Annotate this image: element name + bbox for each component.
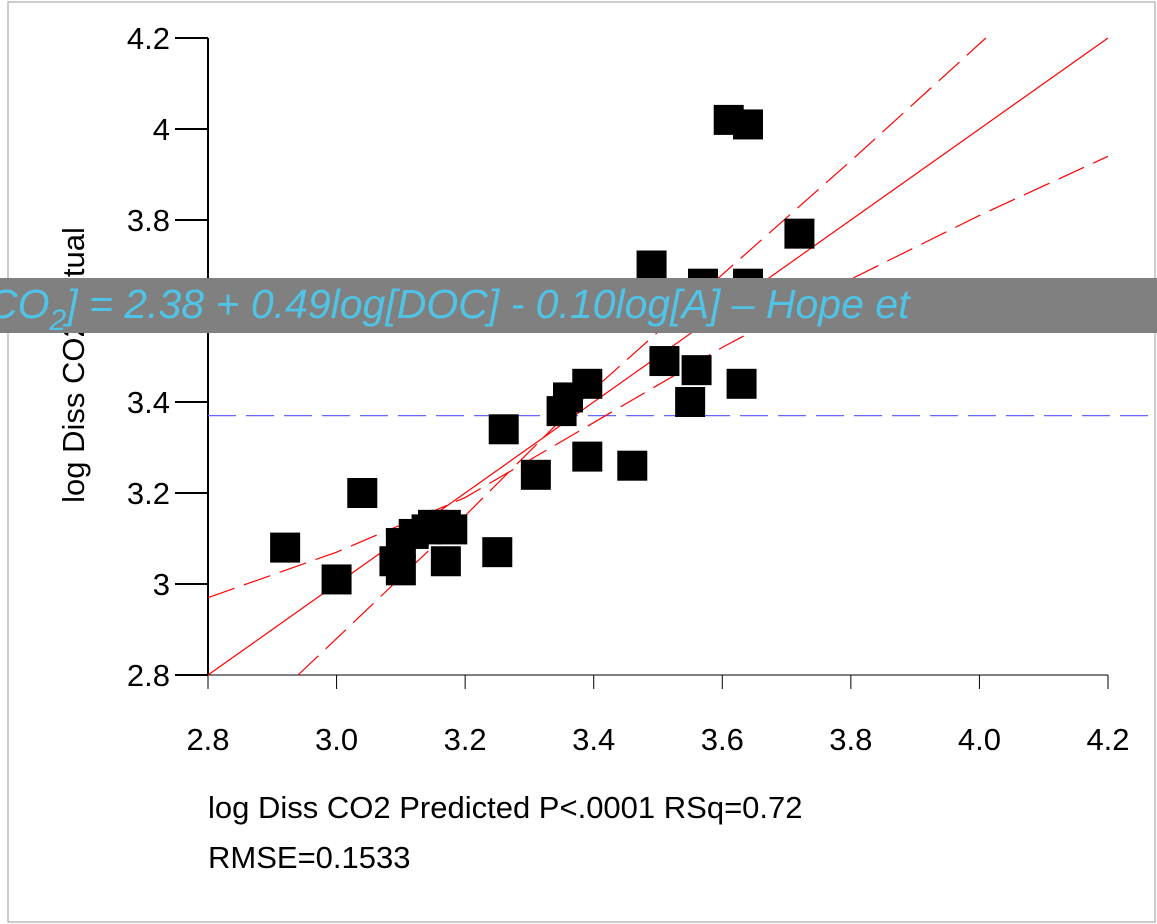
point	[270, 532, 301, 563]
point	[385, 555, 416, 586]
point	[437, 514, 468, 545]
banner-text-part: ] = 2.38 + 0.49log[DOC] - 0.10log[A] – H…	[62, 281, 911, 327]
x-axis-title: log Diss CO2 Predicted P<.0001 RSq=0.72	[208, 790, 803, 825]
x-tick-label: 3.4	[572, 722, 615, 757]
x-tick-label: 4.2	[1086, 722, 1129, 757]
confidence-curve	[207, 155, 1109, 599]
point	[675, 387, 706, 417]
x-tick-label: 3.2	[444, 722, 487, 757]
y-tick-label: 3.4	[127, 385, 170, 420]
point	[321, 564, 352, 595]
plot: 2.833.23.43.63.844.22.83.03.23.43.63.84.…	[127, 21, 1157, 757]
point	[726, 368, 757, 399]
point	[784, 218, 815, 249]
point	[430, 546, 461, 577]
point	[636, 250, 667, 281]
banner	[0, 278, 1157, 333]
point	[733, 109, 763, 140]
point	[572, 441, 603, 472]
point	[520, 459, 551, 490]
x-tick-label: 4.0	[958, 722, 1001, 757]
banner-text: CO2] = 2.38 + 0.49log[DOC] - 0.10log[A] …	[0, 281, 911, 337]
x-axis-subtitle: RMSE=0.1533	[208, 840, 410, 875]
point	[681, 355, 712, 386]
y-tick-label: 3	[153, 567, 170, 602]
point	[649, 346, 680, 377]
point	[572, 368, 603, 399]
y-tick-label: 4	[153, 112, 170, 147]
banner-subscript: 2	[49, 304, 67, 337]
banner-text-part: CO	[0, 281, 50, 327]
point	[617, 450, 648, 481]
x-tick-label: 3.8	[829, 722, 872, 757]
y-tick-label: 4.2	[127, 21, 170, 56]
point	[482, 537, 513, 568]
x-tick-label: 3.6	[701, 722, 744, 757]
y-tick-label: 3.2	[127, 476, 170, 511]
x-tick-label: 3.0	[315, 722, 358, 757]
y-tick-label: 3.8	[127, 203, 170, 238]
point	[347, 478, 378, 508]
x-tick-label: 2.8	[186, 722, 229, 757]
y-axis-title: log Diss CO2 Actual	[56, 227, 91, 503]
y-tick-label: 2.8	[127, 658, 170, 693]
point	[488, 414, 519, 445]
frame	[7, 1, 1156, 923]
